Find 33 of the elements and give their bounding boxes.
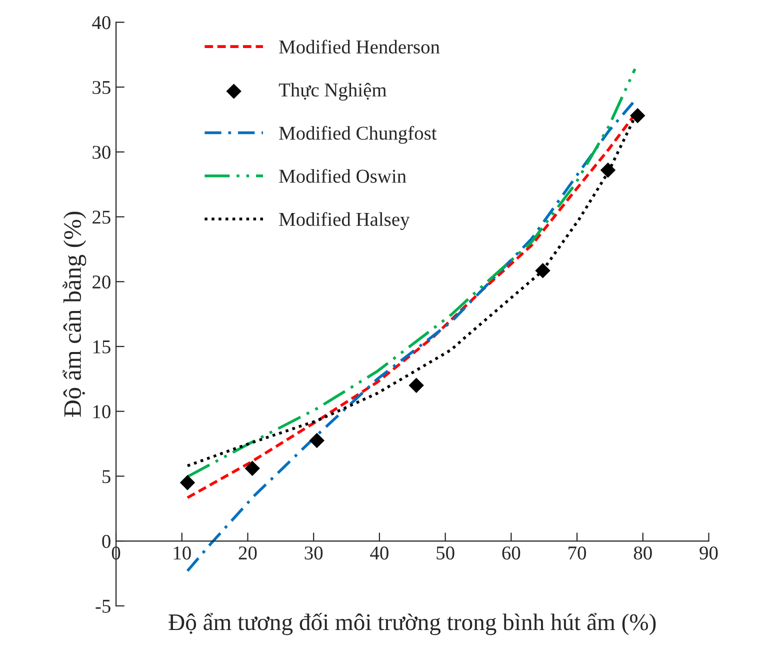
x-axis-title: Độ ẩm tương đối môi trường trong bình hút ẩm (%) xyxy=(168,612,656,636)
legend-label: Modified Henderson xyxy=(279,40,440,54)
y-tick-label: 20 xyxy=(92,275,110,289)
legend-label: Modified Chungfost xyxy=(279,126,437,144)
legend-label: Thực Nghiệm xyxy=(278,82,387,101)
x-tick-label: 10 xyxy=(174,546,191,560)
y-tick-label: 15 xyxy=(93,340,110,354)
point xyxy=(630,108,646,124)
x-tick-label: 60 xyxy=(502,546,520,560)
x-tick-label: 90 xyxy=(700,546,718,560)
point xyxy=(408,378,424,394)
point xyxy=(309,432,324,448)
legend-label: Modified Oswin xyxy=(279,168,406,183)
x-tick-label: 50 xyxy=(436,546,454,560)
x-tick-label: 70 xyxy=(568,546,586,560)
x-tick-label: 20 xyxy=(238,546,257,560)
point xyxy=(600,162,616,178)
y-tick-label: 10 xyxy=(93,405,110,418)
y-tick-label: 40 xyxy=(92,16,110,30)
y-tick-label: 30 xyxy=(92,146,110,159)
x-tick-label: 30 xyxy=(304,546,323,560)
x-tick-label: 80 xyxy=(634,546,652,560)
y-tick-label: -5 xyxy=(96,600,110,613)
y-tick-label: 35 xyxy=(92,80,110,94)
legend-label: Modified Halsey xyxy=(279,212,410,230)
point xyxy=(180,475,196,490)
point xyxy=(244,460,260,476)
y-tick-label: 25 xyxy=(92,210,110,224)
point xyxy=(535,263,550,278)
y-tick-label: 5 xyxy=(102,470,110,484)
y-tick-label: 0 xyxy=(102,534,110,548)
y-axis-title: Độ ẩm cân bằng (%) xyxy=(62,212,86,417)
x-tick-label: 40 xyxy=(370,546,388,560)
